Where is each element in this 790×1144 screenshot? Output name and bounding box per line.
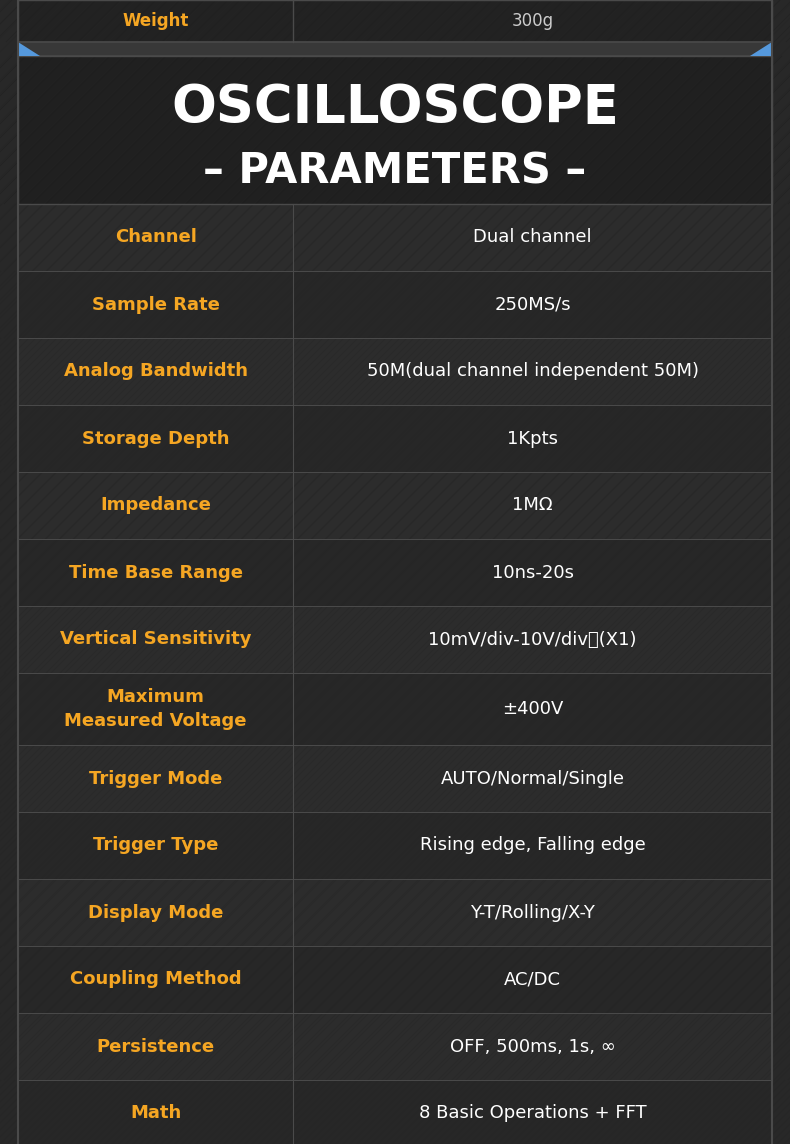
Text: Trigger Type: Trigger Type [93, 836, 218, 855]
Text: AUTO/Normal/Single: AUTO/Normal/Single [441, 770, 625, 787]
Text: 50M(dual channel independent 50M): 50M(dual channel independent 50M) [367, 363, 698, 381]
Text: 250MS/s: 250MS/s [495, 295, 571, 313]
Text: Coupling Method: Coupling Method [70, 970, 242, 988]
Text: 10mV/div-10V/div　(X1): 10mV/div-10V/div (X1) [428, 630, 637, 649]
FancyBboxPatch shape [18, 673, 772, 745]
FancyBboxPatch shape [18, 539, 772, 606]
Text: Display Mode: Display Mode [88, 904, 224, 922]
Text: Analog Bandwidth: Analog Bandwidth [64, 363, 247, 381]
FancyBboxPatch shape [18, 0, 772, 42]
Text: 1MΩ: 1MΩ [513, 496, 553, 515]
Text: Vertical Sensitivity: Vertical Sensitivity [60, 630, 251, 649]
FancyBboxPatch shape [18, 204, 772, 271]
Text: Y-T/Rolling/X-Y: Y-T/Rolling/X-Y [470, 904, 595, 922]
Polygon shape [18, 42, 40, 56]
FancyBboxPatch shape [18, 879, 772, 946]
Text: Maximum
Measured Voltage: Maximum Measured Voltage [64, 689, 246, 730]
Text: Time Base Range: Time Base Range [69, 564, 243, 581]
FancyBboxPatch shape [18, 1012, 772, 1080]
Text: Impedance: Impedance [100, 496, 211, 515]
FancyBboxPatch shape [18, 337, 772, 405]
FancyBboxPatch shape [18, 606, 772, 673]
FancyBboxPatch shape [18, 745, 772, 812]
FancyBboxPatch shape [18, 56, 772, 204]
FancyBboxPatch shape [18, 812, 772, 879]
Text: 1Kpts: 1Kpts [507, 429, 558, 447]
Text: OSCILLOSCOPE: OSCILLOSCOPE [171, 82, 619, 134]
Text: Dual channel: Dual channel [473, 229, 592, 246]
Text: Persistence: Persistence [96, 1038, 215, 1056]
Text: ±400V: ±400V [502, 700, 563, 718]
FancyBboxPatch shape [18, 405, 772, 472]
Text: AC/DC: AC/DC [504, 970, 561, 988]
Text: Math: Math [130, 1104, 181, 1122]
Text: OFF, 500ms, 1s, ∞: OFF, 500ms, 1s, ∞ [450, 1038, 615, 1056]
Text: Weight: Weight [122, 11, 189, 30]
Text: Rising edge, Falling edge: Rising edge, Falling edge [419, 836, 645, 855]
Text: 8 Basic Operations + FFT: 8 Basic Operations + FFT [419, 1104, 646, 1122]
FancyBboxPatch shape [18, 271, 772, 337]
FancyBboxPatch shape [18, 42, 772, 56]
Text: 10ns-20s: 10ns-20s [491, 564, 574, 581]
Text: Trigger Mode: Trigger Mode [89, 770, 222, 787]
FancyBboxPatch shape [18, 472, 772, 539]
FancyBboxPatch shape [18, 1080, 772, 1144]
Text: Sample Rate: Sample Rate [92, 295, 220, 313]
Text: – PARAMETERS –: – PARAMETERS – [203, 151, 587, 192]
Text: Storage Depth: Storage Depth [82, 429, 229, 447]
Polygon shape [750, 42, 772, 56]
FancyBboxPatch shape [18, 946, 772, 1012]
Text: Channel: Channel [115, 229, 197, 246]
Text: 300g: 300g [512, 11, 554, 30]
